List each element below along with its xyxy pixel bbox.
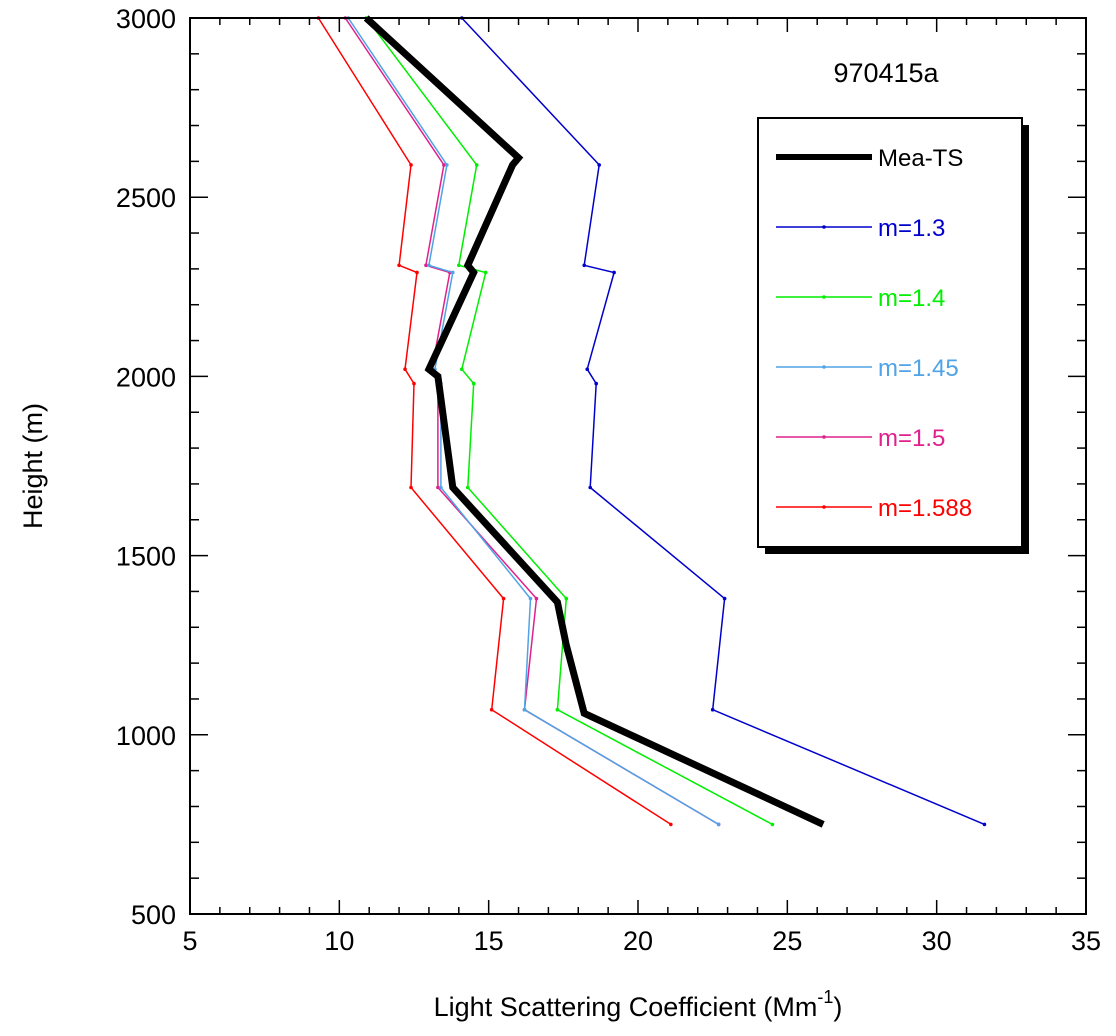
- series-line: [344, 17, 719, 826]
- legend-label: m=1.45: [878, 355, 959, 382]
- data-point: [597, 163, 601, 167]
- y-axis-title: Height (m): [18, 403, 48, 529]
- y-tick-label: 3000: [116, 4, 176, 34]
- legend-box: [757, 117, 1023, 548]
- y-tick-label: 1000: [116, 721, 176, 751]
- legend: Mea-TS m=1.3 m=1.4 m=1.45 m=1.5 m=1.588: [757, 117, 1029, 554]
- series-line: [365, 17, 773, 826]
- data-point: [457, 263, 461, 268]
- data-point: [409, 485, 413, 490]
- data-point: [451, 270, 455, 275]
- legend-label: m=1.4: [878, 285, 945, 312]
- data-point: [612, 270, 616, 275]
- data-point: [669, 822, 673, 827]
- legend-label: m=1.5: [878, 425, 945, 452]
- x-tick-label: 30: [922, 926, 952, 956]
- series-m-1-5: [343, 16, 721, 827]
- legend-marker: [822, 365, 826, 369]
- legend-item: m=1.3: [776, 215, 945, 242]
- data-point: [564, 596, 569, 601]
- series-m-1-4: [364, 16, 775, 827]
- data-point: [397, 263, 401, 268]
- series-m-1-3: [459, 16, 987, 827]
- series-mea-ts: [363, 15, 825, 828]
- x-tick-label: 20: [623, 926, 653, 956]
- x-tick-label: 5: [182, 926, 197, 956]
- data-point: [412, 381, 416, 386]
- legend-item: m=1.588: [776, 495, 972, 522]
- data-point: [415, 270, 419, 275]
- data-point: [427, 263, 431, 268]
- legend-marker: [822, 295, 826, 299]
- legend-label: m=1.588: [878, 495, 972, 522]
- data-point: [483, 270, 488, 275]
- series-line: [363, 15, 825, 828]
- legend-item: m=1.4: [776, 285, 945, 312]
- legend-item: Mea-TS: [776, 145, 963, 172]
- tick-labels: 5 10 15 20 25 30 35 500 1000 1500 2000 2500 3000: [116, 4, 1101, 956]
- legend-item: m=1.5: [776, 425, 945, 452]
- data-point: [982, 822, 987, 827]
- data-point: [582, 263, 587, 268]
- legend-item: m=1.45: [776, 355, 959, 382]
- data-point: [716, 822, 721, 827]
- x-tick-label: 35: [1071, 926, 1101, 956]
- series-m-1-45: [346, 16, 721, 827]
- data-point: [770, 822, 775, 827]
- y-tick-label: 1500: [116, 542, 176, 572]
- x-tick-label: 15: [474, 926, 504, 956]
- legend-marker: [822, 505, 826, 509]
- data-point: [489, 707, 494, 712]
- data-point: [459, 367, 464, 372]
- data-point: [442, 163, 446, 167]
- series-lines: [316, 15, 987, 828]
- data-point: [534, 596, 539, 601]
- data-point: [439, 485, 443, 490]
- data-point: [528, 596, 533, 601]
- data-point: [465, 485, 470, 490]
- data-point: [501, 596, 506, 601]
- legend-marker: [822, 225, 826, 229]
- data-point: [403, 367, 407, 372]
- x-tick-label: 10: [324, 926, 354, 956]
- series-line: [317, 17, 672, 826]
- x-axis-title-superscript: -1: [817, 987, 833, 1007]
- data-point: [424, 263, 428, 268]
- y-tick-label: 2000: [116, 362, 176, 392]
- legend-marker: [822, 435, 826, 439]
- data-point: [585, 367, 590, 372]
- data-point: [474, 163, 479, 167]
- data-point: [471, 381, 476, 386]
- data-point: [522, 707, 527, 712]
- data-point: [436, 485, 440, 490]
- y-tick-label: 500: [131, 900, 176, 930]
- data-point: [555, 707, 560, 712]
- data-point: [409, 163, 413, 167]
- data-point: [722, 596, 727, 601]
- x-axis-title: Light Scattering Coefficient (Mm-1): [434, 987, 843, 1022]
- x-tick-label: 25: [772, 926, 802, 956]
- legend-label: m=1.3: [878, 215, 945, 242]
- data-point: [710, 707, 715, 712]
- y-tick-label: 2500: [116, 183, 176, 213]
- legend-label: Mea-TS: [878, 145, 963, 172]
- chart-annotation: 970415a: [833, 58, 939, 88]
- series-line: [461, 17, 985, 826]
- data-point: [445, 163, 449, 167]
- data-point: [594, 381, 598, 386]
- plot-frame: [189, 17, 1087, 915]
- data-point: [588, 485, 593, 490]
- series-line: [347, 17, 719, 826]
